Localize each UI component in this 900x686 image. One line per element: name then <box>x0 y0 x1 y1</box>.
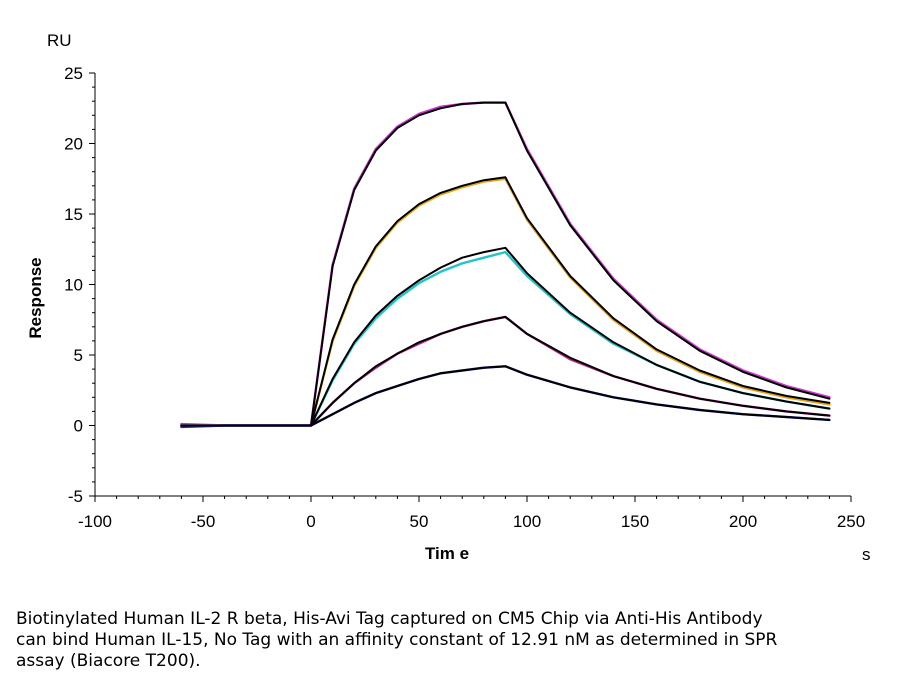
fit-curve-5 <box>180 101 831 427</box>
sensorgram-curve-3 <box>180 315 831 427</box>
x-tick-label: 50 <box>410 512 429 531</box>
y-tick-label: 15 <box>64 205 83 224</box>
y-tick-label: -5 <box>68 487 83 506</box>
x-axis-title: Tim e <box>425 544 469 563</box>
sensorgram-curve-1 <box>180 177 831 427</box>
x-tick-label: 0 <box>306 512 315 531</box>
x-tick-label: 100 <box>513 512 541 531</box>
x-tick-label: -100 <box>78 512 112 531</box>
y-tick-label: 25 <box>64 64 83 83</box>
fit-curve-9 <box>180 365 831 427</box>
x-tick-label: 150 <box>621 512 649 531</box>
sensorgram-curve-2 <box>180 250 831 427</box>
figure-caption: Biotinylated Human IL-2 R beta, His-Avi … <box>16 609 778 671</box>
sensorgram-curve-4 <box>180 365 831 429</box>
y-tick-label: 20 <box>64 135 83 154</box>
y-axis-title: Response <box>26 257 45 338</box>
sensorgram-curve-0 <box>180 101 831 427</box>
y-tick-label: 10 <box>64 276 83 295</box>
x-tick-label: 250 <box>837 512 865 531</box>
y-tick-label: 5 <box>74 346 83 365</box>
x-tick-label: 200 <box>729 512 757 531</box>
x-tick-label: -50 <box>191 512 216 531</box>
series-layer <box>180 101 831 429</box>
y-unit-label: RU <box>47 31 72 50</box>
y-tick-label: 0 <box>74 417 83 436</box>
fit-curve-7 <box>180 246 831 427</box>
fit-curve-6 <box>180 176 831 427</box>
x-unit-label: s <box>862 545 871 564</box>
fit-curve-8 <box>180 315 831 427</box>
sensorgram-chart: RU s Response Tim e -100 -50 0 50 100 150 200 2… <box>26 31 871 564</box>
